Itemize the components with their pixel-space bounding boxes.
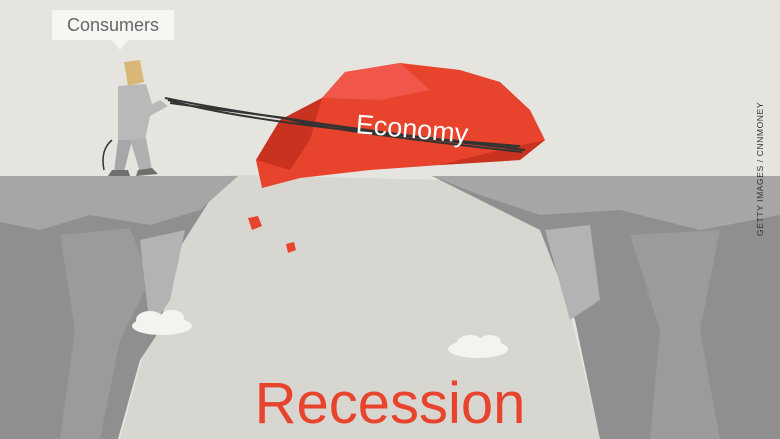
consumers-speech-bubble: Consumers — [52, 10, 174, 50]
recession-headline: Recession — [254, 371, 526, 436]
cloud-right — [448, 335, 508, 358]
falling-rock-piece — [248, 216, 262, 230]
right-cliff — [432, 176, 780, 439]
falling-rock-piece — [286, 242, 296, 253]
left-cliff — [0, 176, 238, 439]
tow-ropes — [102, 97, 526, 171]
photo-credit: GETTY IMAGES / CNNMONEY — [755, 101, 765, 236]
economy-rock — [256, 63, 545, 188]
cloud-left — [132, 310, 192, 335]
consumer-figure — [108, 60, 168, 176]
gorge-floor — [120, 175, 600, 439]
